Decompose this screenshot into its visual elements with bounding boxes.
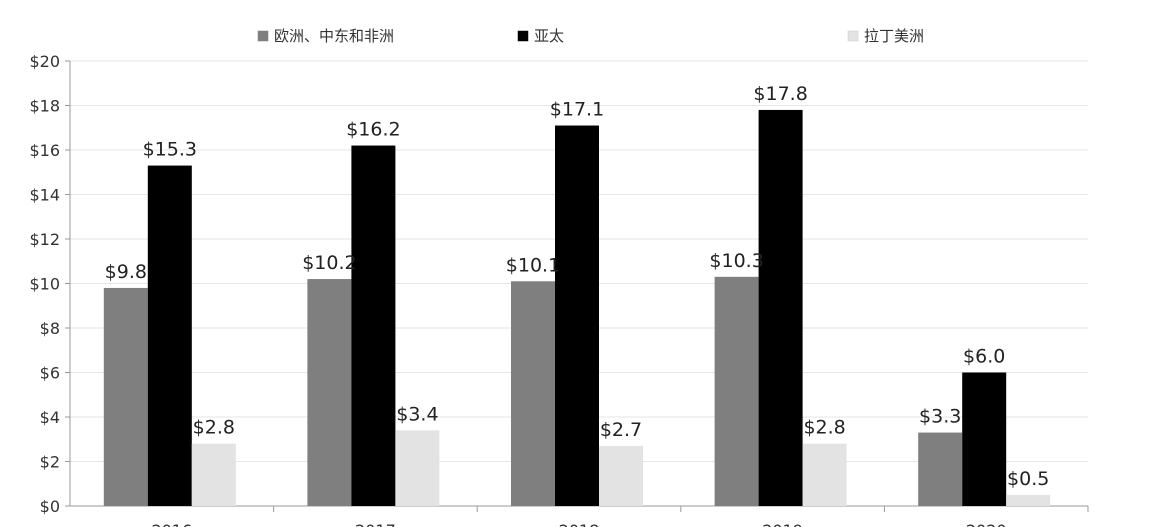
y-tick-label: $0 — [40, 497, 60, 516]
y-tick-label: $14 — [29, 186, 60, 205]
bar — [191, 443, 236, 506]
bar-value-label: $6.0 — [963, 346, 1005, 368]
legend-swatch — [847, 30, 859, 42]
bar-value-label: $2.8 — [803, 417, 845, 439]
y-tick-label: $6 — [40, 364, 60, 383]
bar — [918, 432, 963, 506]
legend-label: 欧洲、中东和非洲 — [274, 27, 394, 45]
bar — [599, 445, 643, 506]
y-tick-label: $4 — [40, 408, 60, 427]
bar — [307, 279, 352, 506]
y-tick-label: $20 — [29, 52, 60, 71]
x-category-label: 2016 — [151, 521, 192, 527]
bar-value-label: $17.1 — [550, 99, 604, 121]
y-tick-label: $2 — [40, 453, 60, 472]
bar-value-label: $10.1 — [506, 254, 560, 276]
bars — [103, 109, 1051, 507]
data-labels: $9.8 $15.3 $2.8 $10.2 $16.2 $3.4 $10.1 $17.1 $2.… — [105, 83, 1050, 490]
bar — [555, 125, 599, 507]
bar-value-label: $9.8 — [105, 261, 147, 283]
legend: 欧洲、中东和非洲 亚太 拉丁美洲 — [257, 27, 924, 45]
y-tick-label: $18 — [29, 97, 60, 116]
y-tick-label: $10 — [29, 275, 60, 294]
bar — [103, 287, 148, 506]
legend-swatch — [257, 30, 269, 42]
bar — [758, 109, 803, 506]
bar — [147, 165, 192, 506]
bar-value-label: $3.4 — [396, 403, 438, 425]
x-category-label: 2018 — [559, 521, 600, 527]
bar — [714, 276, 759, 506]
bar-value-label: $2.8 — [193, 417, 235, 439]
x-category-label: 2017 — [355, 521, 396, 527]
legend-label: 拉丁美洲 — [864, 27, 924, 45]
x-category-label: 2019 — [762, 521, 803, 527]
y-tick-label: $16 — [29, 141, 60, 160]
bar-value-label: $10.2 — [302, 252, 356, 274]
x-category-label: 2020 — [966, 521, 1007, 527]
bar — [962, 372, 1007, 506]
bar-value-label: $17.8 — [753, 83, 807, 105]
bar — [1006, 494, 1051, 506]
bar — [395, 430, 440, 506]
legend-label: 亚太 — [534, 27, 564, 45]
bar-value-label: $15.3 — [143, 139, 197, 161]
bar — [351, 145, 396, 507]
bar — [802, 443, 847, 506]
bar — [511, 281, 555, 506]
y-tick-label: $12 — [29, 230, 60, 249]
bar-value-label: $2.7 — [600, 419, 642, 441]
legend-swatch — [517, 30, 529, 42]
bar-value-label: $16.2 — [346, 119, 400, 141]
bar-value-label: $10.3 — [709, 250, 763, 272]
y-tick-label: $8 — [40, 319, 60, 338]
bar-value-label: $3.3 — [919, 406, 961, 428]
bar-value-label: $0.5 — [1007, 468, 1049, 490]
